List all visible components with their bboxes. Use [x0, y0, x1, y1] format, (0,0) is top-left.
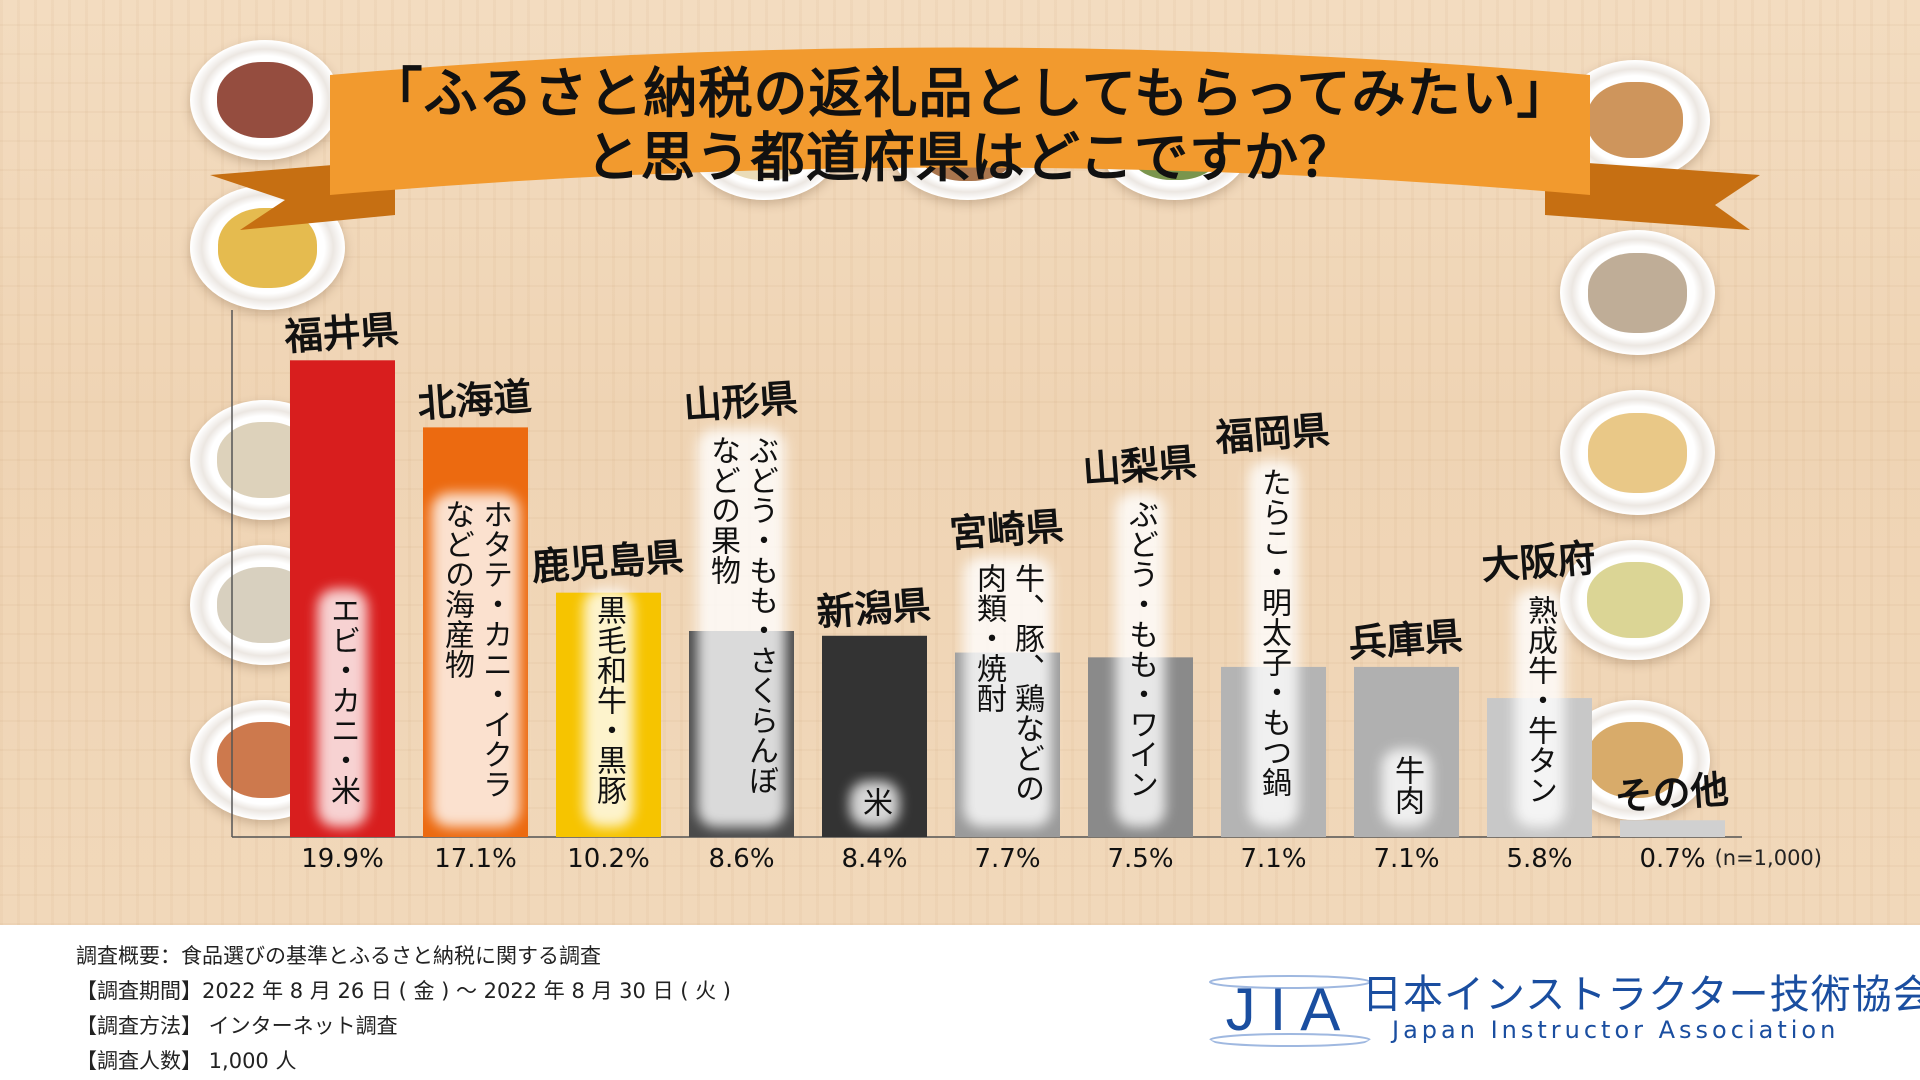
product-label-glow: [697, 429, 786, 827]
bar: [1620, 820, 1725, 837]
product-label: エビ・カニ・米: [325, 595, 360, 805]
chart-title: 「ふるさと納税の返礼品としてもらってみたい」 と思う都道府県はどこですか？: [330, 62, 1610, 190]
category-label: 兵庫県: [1347, 614, 1464, 666]
title-line-2: と思う都道府県はどこですか？: [585, 126, 1355, 189]
product-label: ぶどう・もも・さくらんぼ: [743, 435, 779, 795]
product-label: たらこ・明太子・もつ鍋: [1256, 467, 1292, 797]
value-label: 7.7%: [974, 844, 1040, 874]
value-label: 19.9%: [301, 844, 384, 874]
jia-logo: JIA 日本インストラクター技術協会 Japan Instructor Asso…: [1190, 960, 1920, 1060]
survey-period: 【調査期間】2022 年 8 月 26 日 ( 金 ) ～ 2022 年 8 月…: [76, 979, 731, 1003]
product-label-glow: [849, 781, 900, 827]
product-label: ぶどう・もも・ワイン: [1123, 499, 1159, 799]
category-label: 福岡県: [1213, 408, 1331, 460]
food-plate: [1560, 230, 1715, 355]
logo-subtitle: Japan Instructor Association: [1392, 1016, 1840, 1044]
title-line-1: 「ふるさと納税の返礼品としてもらってみたい」: [368, 62, 1572, 125]
product-label-glow: [317, 589, 368, 827]
product-label: 牛、豚、鶏などの: [1009, 563, 1045, 803]
value-label: 10.2%: [567, 844, 650, 874]
product-label: 黒毛和牛・黒豚: [591, 595, 627, 805]
value-label: 7.5%: [1107, 844, 1173, 874]
survey-respondents: 【調査人数】 1,000 人: [76, 1049, 297, 1073]
product-label-glow: [431, 493, 520, 827]
value-label: 0.7%: [1639, 844, 1705, 874]
footer: 調査概要：食品選びの基準とふるさと納税に関する調査 【調査期間】2022 年 8…: [0, 925, 1920, 1080]
logo-mark: JIA: [1225, 976, 1355, 1043]
food-plate: [1560, 540, 1710, 660]
product-label-glow: [1514, 589, 1565, 827]
category-label: その他: [1613, 767, 1730, 819]
survey-overview: 調査概要：食品選びの基準とふるさと納税に関する調査: [76, 944, 601, 968]
value-label: 7.1%: [1240, 844, 1306, 874]
product-label: などの果物: [705, 435, 741, 585]
category-label: 山梨県: [1081, 440, 1198, 492]
food-plate: [1560, 390, 1715, 515]
value-label: 8.6%: [708, 844, 774, 874]
product-label: などの海産物: [439, 499, 475, 679]
category-label: 新潟県: [815, 583, 932, 635]
category-label: 山形県: [682, 376, 799, 428]
sample-size-note: (n=1,000): [1715, 846, 1822, 870]
product-label-glow: [1381, 749, 1432, 827]
value-label: 17.1%: [434, 844, 517, 874]
category-label: 宮崎県: [948, 504, 1065, 556]
product-label: 牛肉: [1389, 755, 1424, 815]
category-label: 北海道: [416, 374, 533, 426]
value-label: 7.1%: [1373, 844, 1439, 874]
category-label: 大阪府: [1480, 536, 1597, 588]
food-plate: [190, 40, 340, 160]
logo-name: 日本インストラクター技術協会: [1362, 972, 1920, 1018]
category-label: 鹿児島県: [530, 535, 685, 589]
product-label: 米: [857, 787, 892, 817]
product-label-glow: [583, 589, 634, 827]
title-ribbon: [210, 47, 1760, 230]
logo-ring-icon: [1209, 975, 1371, 1047]
product-label: 肉類・焼酎: [971, 563, 1007, 713]
category-label: 福井県: [282, 307, 400, 359]
product-label: 熟成牛・牛タン: [1522, 595, 1557, 805]
product-label: ホタテ・カニ・イクラ: [477, 499, 512, 799]
value-label: 5.8%: [1506, 844, 1572, 874]
survey-method: 【調査方法】 インターネット調査: [76, 1014, 398, 1038]
product-label-glow: [1248, 461, 1299, 827]
product-label-glow: [1115, 493, 1166, 827]
value-label: 8.4%: [841, 844, 907, 874]
product-label-glow: [963, 557, 1052, 827]
